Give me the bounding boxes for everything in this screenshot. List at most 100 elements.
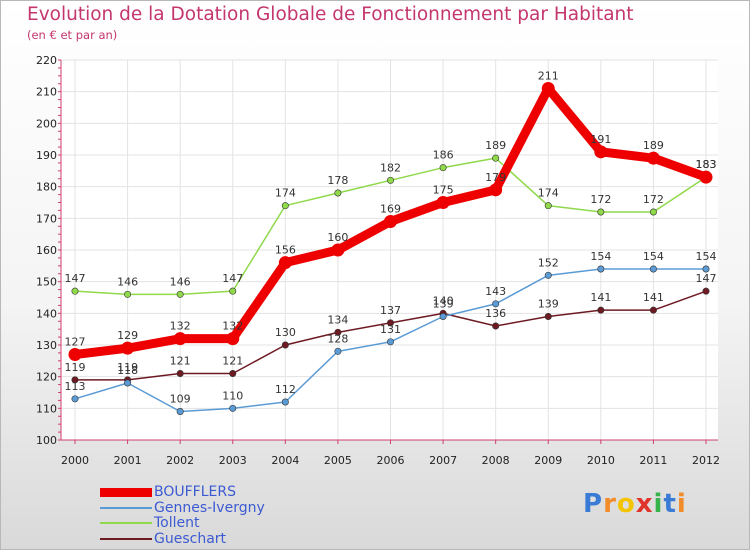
data-point-tollent <box>597 208 605 216</box>
y-tick-label: 160 <box>36 244 57 257</box>
data-point-tollent <box>229 287 237 295</box>
data-point-gennes-ivergny <box>229 404 237 412</box>
data-label: 156 <box>275 244 296 257</box>
x-tick-label: 2012 <box>692 454 720 467</box>
data-label: 109 <box>170 393 191 406</box>
data-point-gueschart <box>702 287 710 295</box>
data-point-gueschart <box>544 312 552 320</box>
data-point-gueschart <box>281 341 289 349</box>
data-label: 136 <box>485 307 506 320</box>
data-label: 160 <box>327 231 348 244</box>
chart-title: Evolution de la Dotation Globale de Fonc… <box>27 4 634 25</box>
data-point-tollent <box>544 202 552 210</box>
data-point-gueschart <box>71 376 79 384</box>
data-label: 189 <box>485 139 506 152</box>
data-label: 141 <box>590 291 611 304</box>
data-point-gueschart <box>229 369 237 377</box>
data-label: 189 <box>643 139 664 152</box>
data-point-boufflers <box>436 196 450 209</box>
data-label: 112 <box>275 383 296 396</box>
y-tick-label: 110 <box>36 402 57 415</box>
data-point-boufflers <box>489 183 503 197</box>
data-point-boufflers <box>173 332 187 346</box>
logo-letter: i <box>676 489 687 519</box>
logo-letter: o <box>616 489 636 519</box>
data-point-boufflers <box>278 256 292 270</box>
data-label: 134 <box>327 313 348 326</box>
x-tick-label: 2000 <box>61 454 89 467</box>
data-label: 139 <box>538 298 559 311</box>
legend-swatch <box>100 506 152 509</box>
data-label: 139 <box>433 298 454 311</box>
x-tick-label: 2004 <box>271 454 299 467</box>
data-point-gueschart <box>334 328 342 336</box>
legend-label: Gueschart <box>154 530 227 547</box>
data-label: 132 <box>170 320 191 333</box>
data-point-tollent <box>386 176 394 184</box>
data-point-tollent <box>649 208 657 216</box>
data-point-gennes-ivergny <box>386 338 394 346</box>
x-tick-label: 2010 <box>587 454 615 467</box>
x-tick-label: 2001 <box>114 454 142 467</box>
data-label: 131 <box>380 323 401 336</box>
data-point-tollent <box>281 202 289 210</box>
data-point-boufflers <box>331 243 345 257</box>
data-label: 147 <box>696 272 717 285</box>
data-point-gennes-ivergny <box>597 265 605 273</box>
data-label: 172 <box>590 193 611 206</box>
data-label: 175 <box>433 184 454 197</box>
logo-letter: i <box>653 489 664 519</box>
data-label: 119 <box>65 361 86 374</box>
data-point-boufflers <box>68 348 82 361</box>
data-label: 186 <box>433 149 454 162</box>
y-tick-label: 210 <box>36 86 57 99</box>
data-label: 179 <box>485 171 506 184</box>
data-point-gennes-ivergny <box>334 347 342 355</box>
x-tick-label: 2003 <box>219 454 247 467</box>
data-point-tollent <box>176 290 184 298</box>
data-label: 169 <box>380 203 401 216</box>
data-label: 152 <box>538 256 559 269</box>
data-point-tollent <box>492 154 500 162</box>
data-point-gueschart <box>649 306 657 314</box>
data-label: 178 <box>327 174 348 187</box>
data-point-gueschart <box>492 322 500 330</box>
data-point-gueschart <box>176 369 184 377</box>
data-label: 113 <box>65 380 86 393</box>
y-tick-label: 150 <box>36 276 57 289</box>
data-label: 141 <box>643 291 664 304</box>
y-tick-label: 130 <box>36 339 57 352</box>
x-tick-label: 2005 <box>324 454 352 467</box>
y-tick-label: 120 <box>36 371 57 384</box>
data-point-gennes-ivergny <box>492 300 500 308</box>
y-tick-label: 100 <box>36 434 57 447</box>
data-label: 154 <box>590 250 611 263</box>
y-tick-label: 170 <box>36 212 57 225</box>
legend-swatch <box>100 522 152 524</box>
legend-label: BOUFFLERS <box>154 484 236 500</box>
data-point-tollent <box>124 290 132 298</box>
data-point-boufflers <box>594 145 608 159</box>
x-tick-label: 2011 <box>639 454 667 467</box>
data-label: 147 <box>65 272 86 285</box>
data-label: 119 <box>117 361 138 374</box>
legend-swatch <box>100 537 152 540</box>
data-label: 132 <box>222 320 243 333</box>
data-point-gennes-ivergny <box>281 398 289 406</box>
data-label: 154 <box>643 250 664 263</box>
data-label: 174 <box>538 187 559 200</box>
data-label: 110 <box>222 389 243 402</box>
x-tick-label: 2007 <box>429 454 457 467</box>
data-point-boufflers <box>121 341 135 355</box>
data-point-boufflers <box>226 332 240 346</box>
x-tick-label: 2002 <box>166 454 194 467</box>
data-point-boufflers <box>541 82 555 95</box>
data-label: 191 <box>590 133 611 146</box>
data-label: 143 <box>485 285 506 298</box>
y-tick-label: 200 <box>36 117 57 130</box>
data-label: 174 <box>275 187 296 200</box>
data-label: 128 <box>327 332 348 345</box>
data-point-boufflers <box>384 215 397 228</box>
data-label: 154 <box>696 250 717 263</box>
